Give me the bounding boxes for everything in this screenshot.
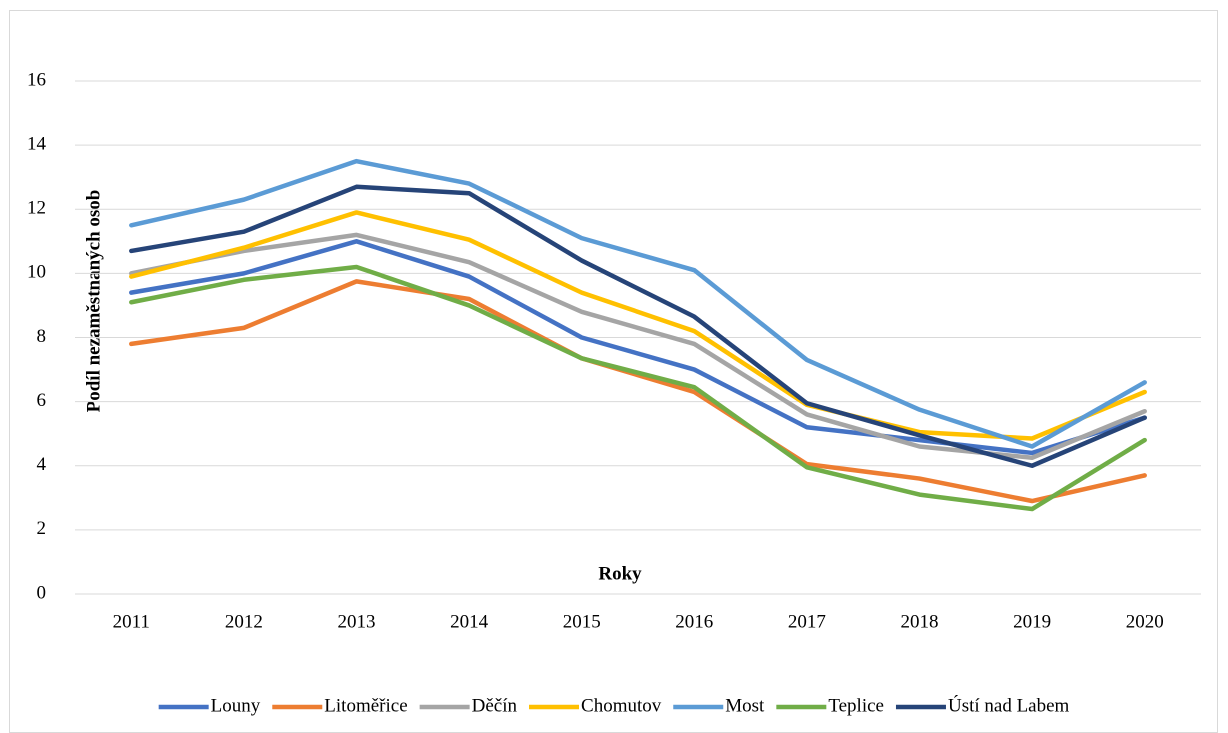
x-tick-label: 2016 xyxy=(675,611,713,632)
y-tick-label: 10 xyxy=(27,262,46,283)
y-tick-label: 14 xyxy=(27,133,47,154)
x-tick-label: 2011 xyxy=(113,611,150,632)
legend-label: Chomutov xyxy=(581,695,662,716)
legend-label: Ústí nad Labem xyxy=(948,694,1070,716)
series-line xyxy=(129,239,1147,456)
x-tick-label: 2017 xyxy=(788,611,826,632)
y-axis-title: Podíl nezaměstnaných osob xyxy=(83,190,104,413)
legend-label: Teplice xyxy=(828,695,884,716)
series-line xyxy=(129,279,1147,504)
x-tick-label: 2015 xyxy=(563,611,601,632)
y-tick-label: 0 xyxy=(37,582,47,603)
x-tick-label: 2018 xyxy=(901,611,939,632)
x-tick-label: 2012 xyxy=(225,611,263,632)
y-tick-label: 12 xyxy=(27,198,46,219)
legend-label: Louny xyxy=(211,695,261,716)
y-tick-label: 8 xyxy=(37,326,47,347)
legend-label: Most xyxy=(725,695,765,716)
series-line xyxy=(129,184,1147,468)
x-axis-title: Roky xyxy=(598,563,642,584)
series-line xyxy=(129,158,1147,449)
legend: Louny Litoměřice Děčín Chomutov Most Teplice Ú… xyxy=(158,694,1070,716)
chart-border xyxy=(9,10,1218,733)
x-tick-label: 2020 xyxy=(1126,611,1164,632)
x-tick-label: 2014 xyxy=(450,611,489,632)
series-line xyxy=(129,264,1147,512)
legend-label: Děčín xyxy=(472,695,518,716)
y-tick-label: 2 xyxy=(37,518,47,539)
legend-label: Litoměřice xyxy=(324,695,407,716)
y-tick-label: 16 xyxy=(27,69,46,90)
x-tick-label: 2013 xyxy=(338,611,376,632)
x-tick-label: 2019 xyxy=(1013,611,1051,632)
y-tick-label: 6 xyxy=(37,390,47,411)
y-tick-label: 4 xyxy=(37,454,47,475)
series-line xyxy=(129,210,1147,441)
